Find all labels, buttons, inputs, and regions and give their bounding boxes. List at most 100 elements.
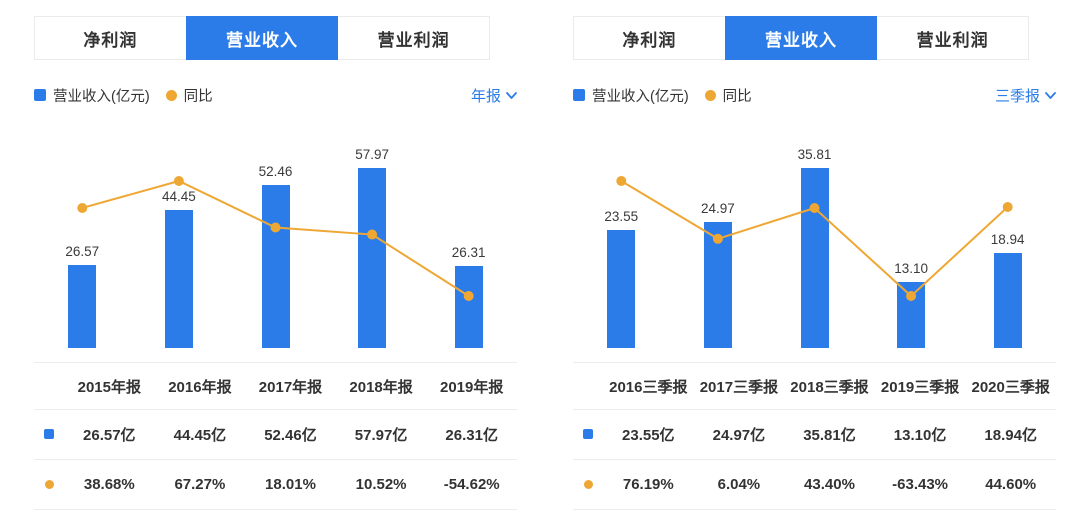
yoy-point [1002, 202, 1013, 213]
yoy-point [463, 291, 474, 301]
revenue-value-cell: 24.97亿 [693, 409, 785, 460]
revenue-bar [454, 266, 483, 348]
yoy-value-cell: 44.60% [965, 459, 1056, 510]
revenue-value-cell: 26.57亿 [64, 409, 155, 460]
tab-operating-revenue[interactable]: 营业收入 [185, 16, 339, 60]
line-series-icon [165, 89, 177, 101]
bar-series-icon [44, 429, 54, 439]
revenue-bar [358, 168, 387, 348]
yoy-point [616, 176, 627, 186]
table-header-cell: 2020三季报 [965, 362, 1056, 410]
yoy-point [712, 233, 723, 244]
revenue-chart: 26.57 44.45 52.46 57.97 26.31 [34, 126, 517, 348]
tab-net-profit[interactable]: 净利润 [34, 16, 187, 60]
bar-series-icon [583, 429, 593, 439]
chart-legend: 营业收入(亿元) 同比 [34, 85, 213, 106]
period-selector[interactable]: 年报 [471, 85, 517, 106]
page: 净利润 营业收入 营业利润 营业收入(亿元) 同比 年报 26.57 44.45 5… [34, 16, 1056, 510]
bar-series-icon [34, 89, 46, 101]
table-header-cell: 2017年报 [245, 362, 336, 410]
yoy-point [906, 291, 917, 301]
table-header-cell: 2019年报 [426, 362, 517, 410]
yoy-value-cell: 18.01% [245, 459, 336, 510]
metric-tabs: 净利润 营业收入 营业利润 [573, 16, 1030, 60]
bar-value-label: 35.81 [797, 147, 832, 162]
yoy-value-cell: 6.04% [693, 459, 785, 510]
yoy-point [77, 202, 88, 213]
bar-series-label: 营业收入(亿元) [53, 88, 150, 105]
tab-net-profit[interactable]: 净利润 [573, 16, 726, 60]
revenue-bar [993, 253, 1022, 348]
annual-report-panel: 净利润 营业收入 营业利润 营业收入(亿元) 同比 年报 26.57 44.45 5… [34, 16, 517, 510]
line-series-icon [583, 480, 593, 489]
revenue-value-cell: 26.31亿 [426, 409, 517, 460]
line-series-label: 同比 [722, 88, 752, 105]
yoy-point [809, 203, 820, 214]
yoy-value-cell: 67.27% [154, 459, 246, 510]
legend-row: 营业收入(亿元) 同比 三季报 [573, 84, 1056, 106]
yoy-row-icon-cell [573, 459, 603, 510]
table-header-cell: 2017三季报 [693, 362, 785, 410]
table-header-cell: 2018三季报 [784, 362, 875, 410]
yoy-table-row: 76.19% 6.04% 43.40% -63.43% 44.60% [573, 459, 1056, 510]
yoy-point [173, 176, 184, 186]
line-series-icon [44, 480, 54, 489]
yoy-value-cell: -63.43% [874, 459, 966, 510]
bar-value-label: 13.10 [894, 261, 928, 276]
period-label: 年报 [470, 87, 501, 105]
period-selector[interactable]: 三季报 [995, 85, 1056, 106]
chart-legend: 营业收入(亿元) 同比 [573, 85, 752, 106]
revenue-row-icon-cell [34, 409, 64, 460]
revenue-bar [607, 230, 636, 348]
revenue-bar [68, 265, 97, 348]
tab-operating-profit[interactable]: 营业利润 [337, 16, 491, 60]
legend-row: 营业收入(亿元) 同比 年报 [34, 84, 517, 106]
period-label: 三季报 [994, 87, 1040, 105]
table-header-cell: 2018年报 [335, 362, 427, 410]
table-header-cell: 2016年报 [154, 362, 246, 410]
table-corner-cell [34, 362, 64, 410]
bar-value-label: 24.97 [700, 201, 735, 216]
metric-tabs: 净利润 营业收入 营业利润 [34, 16, 491, 60]
table-header-row: 2015年报 2016年报 2017年报 2018年报 2019年报 [34, 362, 517, 410]
table-header-cell: 2019三季报 [874, 362, 966, 410]
revenue-bar [164, 210, 193, 348]
table-corner-cell [573, 362, 603, 410]
data-table: 2016三季报 2017三季报 2018三季报 2019三季报 2020三季报 23.55… [573, 362, 1056, 510]
line-series-icon [704, 89, 716, 101]
revenue-value-cell: 13.10亿 [874, 409, 966, 460]
yoy-value-cell: 76.19% [603, 459, 694, 510]
q3-report-panel: 净利润 营业收入 营业利润 营业收入(亿元) 同比 三季报 23.55 24.97… [573, 16, 1056, 510]
bar-series-label: 营业收入(亿元) [592, 88, 689, 105]
revenue-value-cell: 18.94亿 [965, 409, 1056, 460]
bar-value-label: 26.57 [65, 244, 100, 259]
tab-operating-revenue[interactable]: 营业收入 [724, 16, 878, 60]
bar-value-label: 26.31 [451, 245, 486, 260]
bar-value-label: 52.46 [258, 164, 293, 179]
revenue-value-cell: 44.45亿 [154, 409, 246, 460]
table-header-cell: 2016三季报 [603, 362, 694, 410]
revenue-value-cell: 35.81亿 [784, 409, 875, 460]
bar-value-label: 44.45 [161, 189, 196, 204]
bar-value-label: 18.94 [990, 232, 1025, 247]
bar-value-label: 23.55 [604, 209, 639, 224]
yoy-value-cell: 43.40% [784, 459, 875, 510]
yoy-value-cell: 10.52% [335, 459, 427, 510]
bar-series-icon [573, 89, 585, 101]
bar-value-label: 57.97 [355, 147, 389, 162]
yoy-line-series [77, 176, 474, 301]
revenue-bar [800, 168, 829, 348]
yoy-point [367, 229, 378, 240]
yoy-table-row: 38.68% 67.27% 18.01% 10.52% -54.62% [34, 459, 517, 510]
revenue-value-cell: 57.97亿 [335, 409, 427, 460]
yoy-line-series [616, 176, 1013, 301]
chevron-down-icon [506, 91, 517, 99]
data-table: 2015年报 2016年报 2017年报 2018年报 2019年报 26.57亿 44.4… [34, 362, 517, 510]
line-series-label: 同比 [183, 88, 213, 105]
table-header-cell: 2015年报 [64, 362, 155, 410]
revenue-row-icon-cell [573, 409, 603, 460]
yoy-value-cell: -54.62% [426, 459, 517, 510]
tab-operating-profit[interactable]: 营业利润 [876, 16, 1030, 60]
chevron-down-icon [1045, 91, 1056, 99]
revenue-bar [261, 185, 290, 348]
